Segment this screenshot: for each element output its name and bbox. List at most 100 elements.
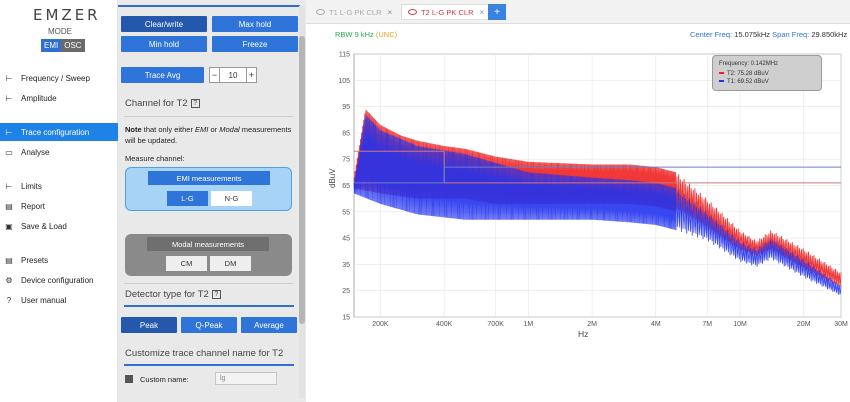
rbw-readout: RBW 9 kHz (UNC) xyxy=(335,30,397,39)
x-tick-label: 700K xyxy=(487,321,504,328)
max-hold-button[interactable]: Max hold xyxy=(212,16,298,32)
note-label: Note xyxy=(125,125,142,134)
mode-label: MODE xyxy=(48,27,72,36)
increment-button[interactable]: + xyxy=(246,67,257,83)
legend-t1: T1: 69.52 dBuV xyxy=(719,79,769,85)
mode-emi-button[interactable]: EMI xyxy=(41,39,62,52)
average-button[interactable]: Average xyxy=(241,317,297,333)
custom-name-input[interactable]: lg xyxy=(215,372,277,385)
panel-scrollbar-thumb[interactable] xyxy=(299,36,305,324)
sidebar-item-presets[interactable]: ▤ Presets xyxy=(0,251,118,269)
peak-button[interactable]: Peak xyxy=(121,317,177,333)
y-tick-label: 25 xyxy=(342,288,350,295)
unc-indicator: (UNC) xyxy=(375,30,398,39)
x-tick-label: 30M xyxy=(834,321,848,328)
y-tick-label: 105 xyxy=(338,78,350,85)
modal-measurements-group: Modal measurements CM DM xyxy=(125,234,292,276)
emi-measurements-header[interactable]: EMI measurements xyxy=(148,171,270,185)
customize-section-title: Customize trace channel name for T2 xyxy=(125,348,284,359)
channel-note: Note that only either EMI or Modal measu… xyxy=(125,124,297,146)
dm-button[interactable]: DM xyxy=(210,256,251,271)
sidebar-item-amplitude[interactable]: ⊢ Amplitude xyxy=(0,89,118,107)
eye-icon[interactable] xyxy=(408,9,417,15)
sidebar-item-analyse[interactable]: ▭ Analyse xyxy=(0,143,118,161)
y-tick-label: 15 xyxy=(342,315,350,322)
tab-label: T2 L-G PK CLR xyxy=(421,7,474,17)
trace-avg-stepper[interactable]: − 10 + xyxy=(209,67,257,83)
sidebar-item-trace-configuration[interactable]: ⊢ Trace configuration xyxy=(0,123,118,141)
freeze-button[interactable]: Freeze xyxy=(212,36,298,52)
y-tick-label: 65 xyxy=(342,183,350,190)
sidebar-item-frequency-sweep[interactable]: ⊢ Frequency / Sweep xyxy=(0,69,118,87)
span-freq-value: 29.850kHz xyxy=(811,30,848,39)
y-tick-label: 55 xyxy=(342,209,350,216)
sidebar-item-report[interactable]: ▤ Report xyxy=(0,197,118,215)
x-tick-label: 4M xyxy=(651,321,661,328)
sidebar-item-device-configuration[interactable]: ⚙ Device configuration xyxy=(0,271,118,289)
series-t2-line xyxy=(353,109,842,287)
detector-divider xyxy=(124,305,294,307)
ng-button[interactable]: N-G xyxy=(211,191,252,206)
close-icon[interactable]: × xyxy=(479,7,485,17)
q-peak-button[interactable]: Q-Peak xyxy=(181,317,237,333)
panel-top-divider xyxy=(118,5,300,7)
amplitude-icon: ⊢ xyxy=(5,93,13,103)
sidebar-item-label: Amplitude xyxy=(21,93,57,103)
note-modal: Modal xyxy=(219,125,240,134)
mode-osc-button[interactable]: OSC xyxy=(61,39,85,52)
y-tick-label: 85 xyxy=(342,130,350,137)
modal-measurements-header[interactable]: Modal measurements xyxy=(147,237,269,251)
lg-button[interactable]: L-G xyxy=(167,191,208,206)
decrement-button[interactable]: − xyxy=(209,67,220,83)
span-freq-label: Span Freq: xyxy=(772,30,810,39)
tab-t1[interactable]: T1 L-G PK CLR × xyxy=(316,4,392,20)
y-axis-title: dBuV xyxy=(328,168,337,188)
trace-avg-input[interactable]: 10 xyxy=(220,67,246,83)
trace-tabs: T1 L-G PK CLR × T2 L-G PK CLR × + xyxy=(306,0,850,24)
sidebar-item-label: User manual xyxy=(21,295,67,305)
eye-icon[interactable] xyxy=(316,9,325,15)
sidebar-item-label: Frequency / Sweep xyxy=(21,73,90,83)
channel-section-title: Channel for T2? xyxy=(125,98,200,109)
sidebar-item-label: Limits xyxy=(21,181,42,191)
min-hold-button[interactable]: Min hold xyxy=(121,36,207,52)
help-icon[interactable]: ? xyxy=(211,289,221,299)
sidebar-item-label: Analyse xyxy=(21,147,50,157)
close-icon[interactable]: × xyxy=(387,7,393,17)
note-emi: EMI xyxy=(195,125,209,134)
sidebar-item-label: Trace configuration xyxy=(21,127,90,137)
sidebar-item-user-manual[interactable]: ? User manual xyxy=(0,291,118,309)
reference-line-t1 xyxy=(354,166,841,184)
add-tab-button[interactable]: + xyxy=(488,4,506,20)
tab-t2[interactable]: T2 L-G PK CLR × xyxy=(401,4,492,20)
rbw-value: RBW 9 kHz xyxy=(335,30,374,39)
mode-toggle[interactable]: EMI OSC xyxy=(41,39,85,52)
x-tick-label: 2M xyxy=(587,321,597,328)
trace-avg-button[interactable]: Trace Avg xyxy=(121,67,204,83)
sidebar-item-limits[interactable]: ⊢ Limits xyxy=(0,177,118,195)
spectrum-chart[interactable]: 15 25 35 45 55 65 75 85 95 105 115 200K 400K 700K 1M 2M… xyxy=(306,40,850,340)
app-logo: EMZER xyxy=(33,6,101,24)
x-tick-label: 10M xyxy=(733,321,747,328)
sidebar-item-label: Device configuration xyxy=(21,275,94,285)
measure-channel-label: Measure channel: xyxy=(125,154,185,163)
y-tick-label: 45 xyxy=(342,236,350,243)
t1-value: T1: 69.52 dBuV xyxy=(727,79,769,85)
trace-settings-panel: Clear/write Max hold Min hold Freeze Tra… xyxy=(118,0,306,402)
custom-name-label: Custom name: xyxy=(140,375,189,384)
detector-section-title: Detector type for T2? xyxy=(125,289,221,300)
sidebar-item-label: Save & Load xyxy=(21,221,67,231)
legend-t2: T2: 75.28 dBuV xyxy=(719,71,769,77)
sidebar-item-save-load[interactable]: ▣ Save & Load xyxy=(0,217,118,235)
clear-write-button[interactable]: Clear/write xyxy=(121,16,207,32)
limits-icon: ⊢ xyxy=(5,181,13,191)
help-icon[interactable]: ? xyxy=(190,98,200,108)
channel-section-label: Channel for T2 xyxy=(125,98,188,109)
cm-button[interactable]: CM xyxy=(166,256,207,271)
sidebar-item-label: Presets xyxy=(21,255,49,265)
note-rest: measurements will be updated. xyxy=(125,125,292,145)
trace-icon: ⊢ xyxy=(5,127,13,137)
help-icon: ? xyxy=(6,295,12,305)
custom-name-checkbox[interactable] xyxy=(125,375,133,383)
